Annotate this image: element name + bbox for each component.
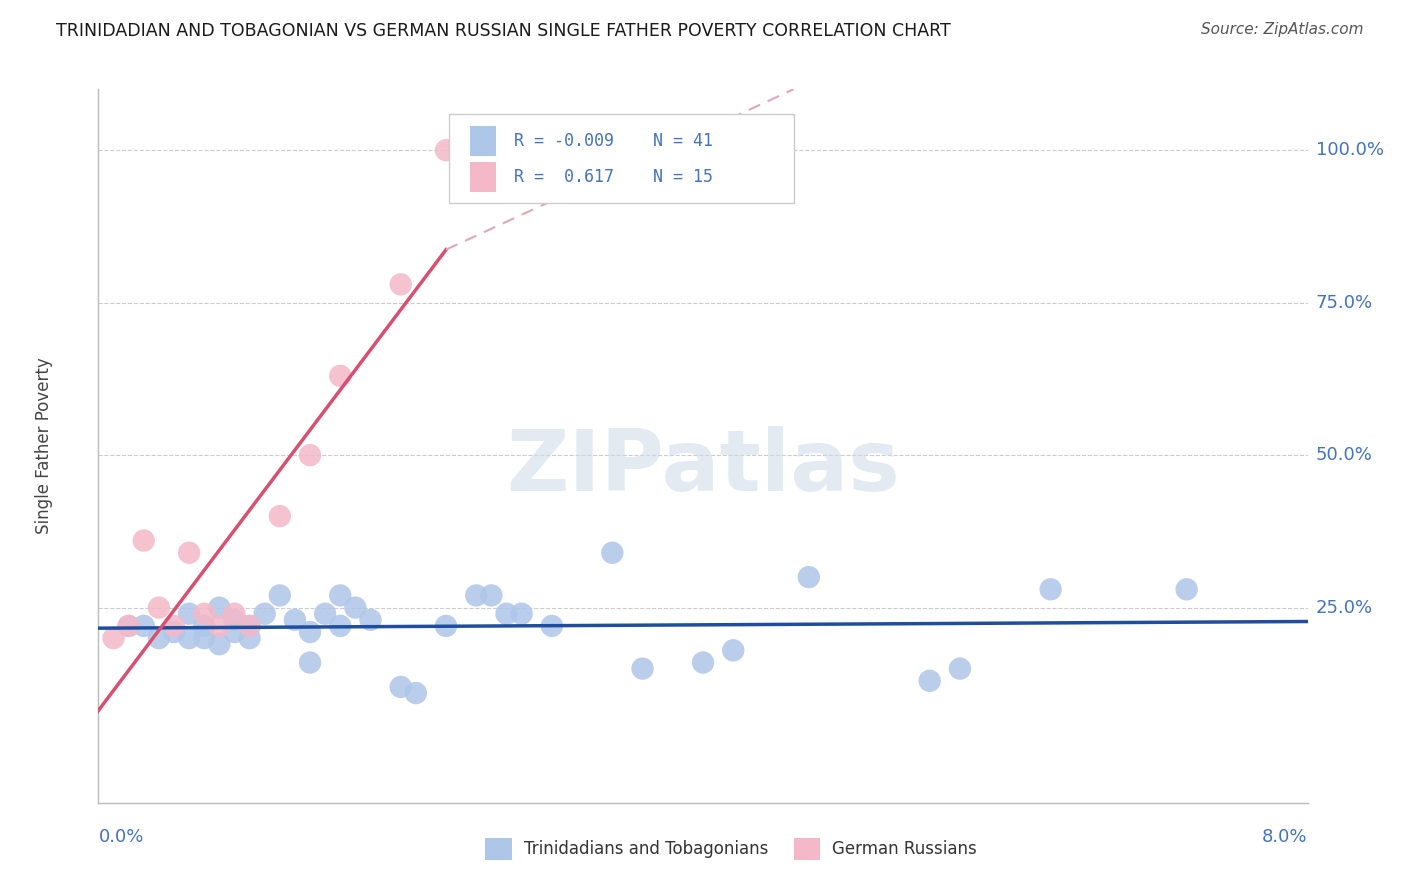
Text: 8.0%: 8.0% [1263,828,1308,846]
Point [224,625,246,640]
Point [299,656,322,670]
Point [299,448,322,462]
Point [148,600,170,615]
Text: N = 41: N = 41 [654,132,713,150]
Text: TRINIDADIAN AND TOBAGONIAN VS GERMAN RUSSIAN SINGLE FATHER POVERTY CORRELATION C: TRINIDADIAN AND TOBAGONIAN VS GERMAN RUS… [56,22,950,40]
Point [269,509,291,524]
Point [269,589,291,603]
Text: Trinidadians and Tobagonians: Trinidadians and Tobagonians [524,840,769,858]
Text: Single Father Poverty: Single Father Poverty [35,358,53,534]
Bar [470,161,496,192]
Point [389,277,412,292]
Point [284,613,307,627]
Bar [793,838,820,860]
Text: Source: ZipAtlas.com: Source: ZipAtlas.com [1201,22,1364,37]
Point [329,589,352,603]
Point [224,607,246,621]
Text: 100.0%: 100.0% [1316,141,1384,159]
Point [1175,582,1198,597]
FancyBboxPatch shape [449,114,793,203]
Point [723,643,745,657]
Point [239,619,262,633]
Text: 75.0%: 75.0% [1316,293,1374,311]
Bar [485,838,512,860]
Point [314,607,336,621]
Point [510,607,533,621]
Text: 50.0%: 50.0% [1316,446,1372,464]
Point [148,631,170,645]
Point [918,673,941,688]
Point [465,589,488,603]
Point [495,607,517,621]
Point [103,631,125,645]
Point [208,600,231,615]
Point [631,662,654,676]
Point [163,625,186,640]
Point [163,619,186,633]
Point [434,143,457,157]
Point [692,656,714,670]
Text: R = -0.009: R = -0.009 [515,132,614,150]
Point [405,686,427,700]
Text: R =  0.617: R = 0.617 [515,168,614,186]
Point [193,607,215,621]
Point [479,589,503,603]
Point [132,619,155,633]
Point [299,625,322,640]
Point [224,613,246,627]
Point [1039,582,1062,597]
Point [118,619,141,633]
Point [389,680,412,694]
Point [359,613,381,627]
Point [239,619,262,633]
Point [179,631,201,645]
Point [344,600,367,615]
Point [239,631,262,645]
Text: ZIPatlas: ZIPatlas [506,425,900,509]
Point [602,546,624,560]
Text: German Russians: German Russians [832,840,977,858]
Point [208,619,231,633]
Point [179,546,201,560]
Bar [470,126,496,156]
Point [208,637,231,651]
Point [797,570,820,584]
Point [434,619,457,633]
Text: 25.0%: 25.0% [1316,599,1374,616]
Point [193,631,215,645]
Point [253,607,276,621]
Point [329,368,352,383]
Point [193,619,215,633]
Point [949,662,972,676]
Point [179,607,201,621]
Point [329,619,352,633]
Point [118,619,141,633]
Text: 0.0%: 0.0% [98,828,143,846]
Text: N = 15: N = 15 [654,168,713,186]
Point [540,619,562,633]
Point [132,533,155,548]
